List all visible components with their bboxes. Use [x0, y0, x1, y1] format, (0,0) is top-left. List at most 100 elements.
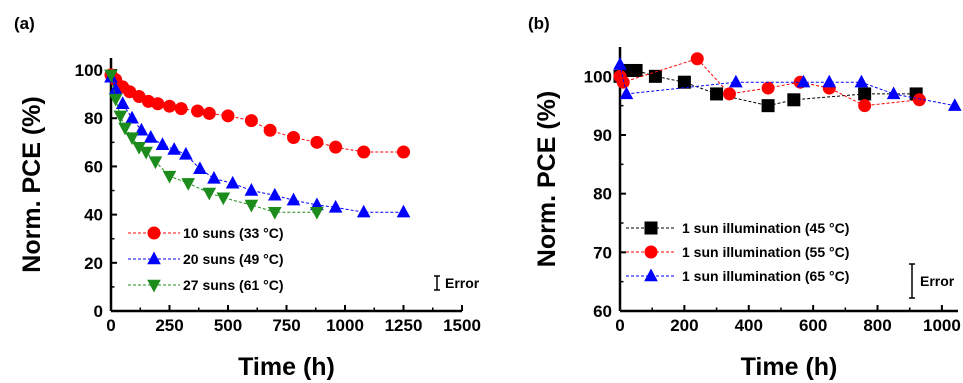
data-point: [244, 183, 259, 196]
data-point: [822, 74, 837, 88]
data-point: [108, 81, 123, 95]
data-point: [225, 175, 240, 189]
data-point: [179, 146, 193, 160]
legend-marker: [644, 245, 658, 259]
x-axis-title: Time (h): [238, 353, 335, 381]
data-point: [267, 187, 282, 201]
data-point: [858, 99, 872, 113]
data-point: [287, 131, 301, 145]
data-point: [155, 137, 170, 150]
x-tick-label: 800: [863, 316, 891, 335]
x-tick-label: 0: [615, 316, 624, 335]
chart-panel-1: (b) 0 200 400 600 800 1000 60 70 80 90 100 Time (h) N…: [528, 14, 962, 381]
chart-panel-0: (a) 0 250 500 750 1000 1250 1500 0 20 40 60 80 100 Tim…: [14, 14, 481, 381]
data-point: [174, 102, 188, 116]
data-point: [286, 192, 301, 206]
series-2: [104, 69, 324, 220]
data-point: [148, 156, 163, 170]
x-tick-label: 400: [735, 316, 763, 335]
x-tick-label: 1500: [443, 316, 481, 335]
data-point: [858, 87, 872, 101]
series-line: [619, 69, 917, 107]
y-tick-label: 80: [593, 185, 612, 204]
data-point: [167, 142, 182, 155]
y-tick-label: 0: [94, 302, 103, 321]
data-point: [202, 106, 216, 120]
x-tick-label: 0: [106, 316, 115, 335]
error-indicator: Error: [434, 275, 480, 291]
x-tick-label: 200: [670, 316, 698, 335]
legend: 10 suns (33 °C) 20 suns (49 °C) 27 suns (6…: [128, 225, 284, 293]
data-point: [118, 122, 132, 136]
legend-marker: [147, 226, 161, 240]
data-point: [787, 93, 801, 107]
legend-label: 1 sun illumination (55 °C): [682, 244, 849, 260]
legend-label: 27 suns (61 °C): [183, 277, 284, 293]
data-point: [143, 130, 158, 143]
y-tick-label: 20: [84, 254, 103, 273]
legend-marker: [644, 268, 658, 282]
data-point: [328, 199, 343, 213]
x-tick-label: 1250: [385, 316, 423, 335]
data-point: [947, 98, 962, 111]
y-tick-label: 100: [75, 61, 103, 80]
series-line: [110, 77, 404, 213]
x-axis-title: Time (h): [741, 353, 838, 381]
series-1: [613, 52, 926, 113]
series-0: [613, 63, 923, 113]
data-point: [854, 74, 869, 88]
data-point: [163, 99, 176, 113]
series-2: [613, 57, 962, 111]
data-point: [207, 171, 221, 184]
legend-marker: [147, 251, 161, 265]
data-point: [629, 63, 643, 77]
data-point: [139, 146, 153, 160]
series-0: [104, 68, 410, 159]
data-point: [690, 52, 704, 66]
legend-marker: [644, 221, 658, 235]
legend-label: 10 suns (33 °C): [183, 225, 284, 241]
data-point: [619, 86, 634, 100]
y-tick-label: 80: [84, 109, 103, 128]
y-tick-label: 40: [84, 206, 103, 225]
x-tick-label: 600: [799, 316, 827, 335]
data-point: [310, 207, 324, 220]
legend: 1 sun illumination (45 °C) 1 sun illumina…: [626, 220, 849, 284]
data-point: [396, 204, 411, 218]
y-tick-label: 70: [593, 243, 612, 262]
data-point: [729, 74, 743, 88]
x-tick-label: 1000: [923, 316, 961, 335]
data-point: [329, 140, 343, 154]
data-point: [132, 141, 146, 155]
data-point: [108, 93, 123, 107]
data-point: [113, 110, 128, 124]
legend-label: 1 sun illumination (45 °C): [682, 220, 849, 236]
x-tick-label: 750: [272, 316, 300, 335]
data-point: [202, 187, 217, 201]
y-tick-label: 100: [584, 67, 612, 86]
data-point: [267, 207, 282, 220]
data-point: [181, 178, 196, 191]
data-point: [677, 75, 691, 89]
data-point: [796, 74, 811, 88]
data-point: [191, 104, 205, 118]
data-point: [216, 192, 231, 206]
error-label: Error: [445, 275, 480, 291]
data-point: [244, 199, 259, 213]
y-tick-label: 60: [84, 157, 103, 176]
data-point: [722, 87, 736, 101]
data-point: [104, 69, 118, 83]
x-tick-label: 250: [155, 316, 183, 335]
y-axis-title: Norm. PCE (%): [533, 91, 561, 267]
data-point: [397, 145, 410, 159]
data-point: [162, 170, 177, 184]
legend-label: 20 suns (49 °C): [183, 251, 284, 267]
data-point: [125, 110, 139, 124]
data-point: [356, 204, 371, 218]
data-point: [125, 132, 139, 145]
data-point: [886, 86, 901, 100]
y-tick-label: 60: [593, 302, 612, 321]
data-point: [151, 97, 165, 111]
data-point: [357, 145, 371, 159]
